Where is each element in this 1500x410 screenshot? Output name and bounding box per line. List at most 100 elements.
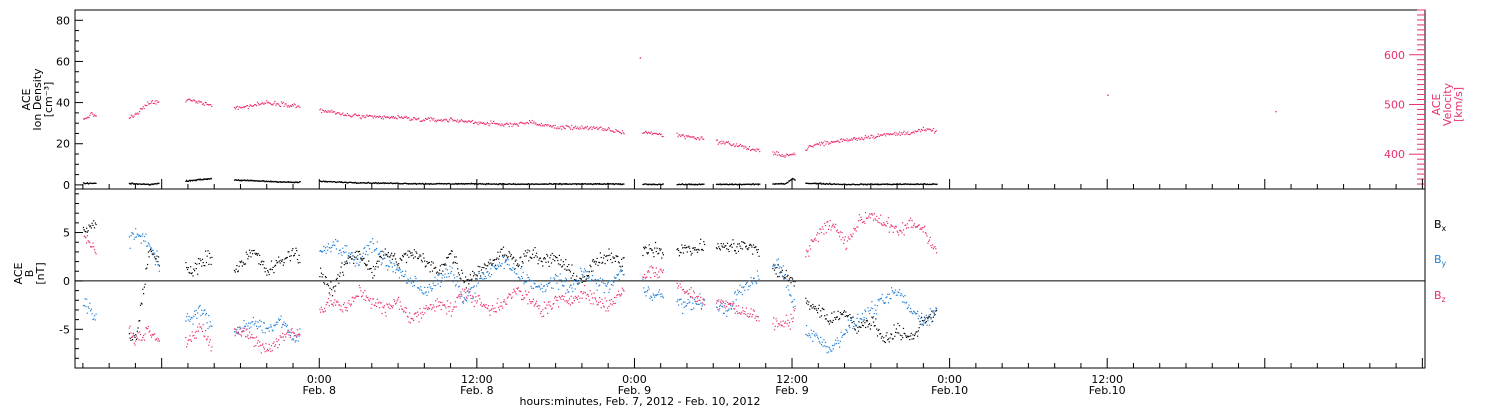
velocity-series-point: [91, 112, 93, 114]
bx-series-point: [187, 267, 189, 269]
bx-series-point: [234, 271, 236, 273]
by-series-point: [616, 274, 618, 276]
bz-series-point: [757, 316, 759, 318]
bx-series-point: [544, 258, 546, 260]
by-series-point: [439, 285, 441, 288]
velocity-series-point: [136, 113, 138, 115]
bz-series-point: [93, 249, 96, 251]
bx-series-point: [371, 271, 373, 274]
bz-series-point: [200, 326, 202, 328]
density-series-point: [513, 183, 515, 185]
bz-series-point: [362, 292, 364, 294]
bz-series-point: [503, 299, 505, 301]
by-series-point: [487, 274, 490, 276]
velocity-series-point: [819, 144, 822, 146]
bz-series-point: [899, 229, 901, 232]
density-series-point: [296, 182, 299, 184]
density-series-point: [910, 183, 912, 185]
velocity-series-point: [322, 109, 325, 112]
by-series-point: [722, 312, 725, 314]
velocity-series-point: [503, 125, 505, 127]
density-series-point: [839, 183, 841, 185]
density-series-point: [333, 181, 335, 183]
density-series-point: [475, 183, 477, 185]
bz-series-point: [544, 307, 546, 309]
by-series-point: [332, 241, 334, 243]
bx-series-point: [147, 251, 149, 253]
bx-series-point: [474, 274, 476, 276]
by-series-point: [192, 323, 194, 325]
by-series-point: [657, 294, 659, 296]
density-series-point: [422, 182, 424, 184]
by-series-point: [377, 253, 379, 255]
density-series-point: [410, 183, 412, 185]
by-series-point: [593, 279, 595, 281]
by-series-point: [929, 308, 931, 310]
by-series-point: [867, 307, 869, 309]
by-series-point: [586, 277, 588, 279]
density-series-point: [845, 183, 847, 185]
velocity-series-point: [245, 105, 248, 107]
bz-series-point: [824, 225, 827, 227]
density-series-point: [501, 184, 503, 186]
velocity-series-point: [694, 138, 696, 140]
velocity-series-point: [686, 136, 688, 138]
by-series-point: [428, 283, 430, 286]
bz-series-point: [501, 305, 503, 307]
bz-series-point: [773, 317, 775, 319]
velocity-series-point: [890, 133, 892, 136]
velocity-series-point: [296, 106, 298, 108]
bz-series-point: [443, 304, 445, 306]
bx-series-point: [839, 317, 841, 320]
by-series-point: [590, 280, 592, 282]
velocity-series-point: [555, 127, 557, 129]
bz-series-point: [756, 316, 758, 318]
bx-series-point: [267, 271, 269, 273]
velocity-series-point: [298, 105, 300, 107]
by-series-point: [740, 291, 742, 293]
bz-series-point: [437, 305, 439, 307]
by-series-point: [236, 328, 238, 331]
bz-series-point: [334, 299, 336, 301]
bz-series-point: [339, 304, 341, 306]
velocity-series-point: [782, 155, 784, 158]
bx-series-point: [246, 253, 248, 255]
velocity-series-point: [744, 145, 746, 147]
bx-series-point: [704, 243, 706, 246]
by-series-point: [528, 276, 530, 279]
bz-series-point: [92, 242, 94, 244]
density-series-point: [805, 182, 807, 184]
bz-series-point: [438, 301, 440, 303]
bx-series-point: [807, 303, 809, 306]
by-series-point: [530, 285, 532, 287]
velocity-series-point: [148, 103, 150, 105]
bz-series-point: [913, 223, 916, 225]
velocity-series-point: [364, 117, 366, 119]
by-series-point: [700, 302, 702, 304]
bx-series-point: [429, 271, 431, 273]
velocity-series-point: [489, 123, 491, 125]
density-series-point: [838, 184, 840, 186]
bz-series-point: [848, 238, 850, 240]
bz-series-point: [327, 298, 330, 300]
density-series-point: [656, 184, 658, 186]
bx-series-point: [372, 265, 374, 268]
by-series-point: [833, 344, 835, 347]
bz-series-point: [701, 302, 703, 304]
by-series-point: [733, 308, 735, 310]
bz-series-point: [335, 301, 337, 303]
density-series-point: [539, 183, 541, 185]
density-series-point: [700, 184, 702, 186]
density-series-point: [787, 182, 789, 184]
density-series-point: [590, 183, 592, 185]
bx-series-point: [291, 249, 293, 252]
bx-series-point: [471, 278, 473, 280]
velocity-series-point: [191, 100, 193, 102]
velocity-series-point: [583, 128, 585, 130]
bx-series-point: [845, 311, 847, 313]
bx-series-point: [532, 249, 534, 251]
density-series-point: [660, 184, 662, 186]
bz-series-point: [192, 335, 194, 337]
bz-series-point: [234, 335, 236, 337]
bz-series-point: [509, 294, 511, 296]
